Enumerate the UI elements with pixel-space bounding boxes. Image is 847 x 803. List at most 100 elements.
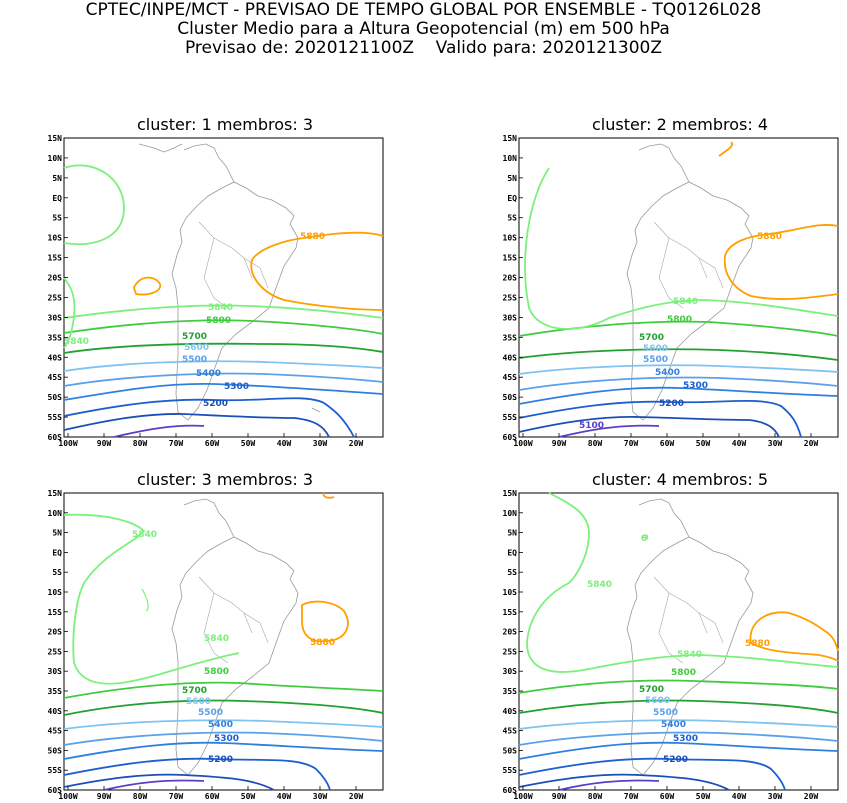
- lon-tick-label: 100W: [513, 439, 532, 448]
- coastline: [626, 498, 754, 776]
- contour-labels: 5880 5840 5800 5840 5700 5600 5500 5400 …: [64, 232, 325, 409]
- lon-tick-label: 70W: [624, 792, 639, 801]
- subtitle: Cluster Medio para a Altura Geopotencial…: [177, 19, 670, 39]
- lon-tick-label: 60W: [660, 439, 675, 448]
- panel-title: cluster: 3 membros: 3: [137, 470, 313, 489]
- svg-text:5600: 5600: [645, 696, 670, 706]
- longitude-axis: 100W 90W 80W 70W 60W 50W 40W 30W 20W: [58, 433, 363, 448]
- lat-tick-label: 5S: [52, 568, 62, 577]
- svg-text:0: 0: [641, 534, 647, 544]
- latitude-axis: 15N 10N 5N EQ 5S 10S 15S 20S 25S 30S 35S 40S 45S 50S 5…: [503, 134, 523, 442]
- lat-tick-label: 35S: [503, 333, 518, 342]
- lat-tick-label: 45S: [48, 373, 63, 382]
- lat-tick-label: 55S: [48, 413, 63, 422]
- map-panel-cluster-2: cluster: 2 membros: 4 5880 5840 5800 570…: [503, 115, 839, 448]
- lon-tick-label: 100W: [513, 792, 532, 801]
- main-title: CPTEC/INPE/MCT - PREVISAO DE TEMPO GLOBA…: [85, 0, 762, 20]
- lat-tick-label: 45S: [503, 373, 518, 382]
- lat-tick-label: 25S: [48, 647, 63, 656]
- svg-text:5500: 5500: [198, 708, 223, 718]
- lat-tick-label: 55S: [48, 766, 63, 775]
- svg-text:5600: 5600: [186, 697, 211, 707]
- lat-tick-label: 15N: [503, 489, 518, 498]
- lat-tick-label: 10N: [48, 154, 63, 163]
- svg-text:5100: 5100: [579, 421, 604, 431]
- lat-tick-label: 15N: [48, 489, 63, 498]
- svg-text:5200: 5200: [659, 399, 684, 409]
- svg-text:5500: 5500: [643, 355, 668, 365]
- longitude-axis: 100W 90W 80W 70W 60W 50W 40W 30W 20W: [513, 433, 818, 448]
- lat-tick-label: 40S: [48, 353, 63, 362]
- lat-tick-label: 5S: [507, 568, 517, 577]
- longitude-axis: 100W 90W 80W 70W 60W 50W 40W 30W 20W: [513, 786, 818, 801]
- lat-tick-label: 5S: [52, 214, 62, 223]
- svg-text:5880: 5880: [310, 638, 335, 648]
- lon-tick-label: 100W: [58, 792, 77, 801]
- lon-tick-label: 40W: [732, 792, 747, 801]
- lat-tick-label: 30S: [503, 313, 518, 322]
- lat-tick-label: 30S: [48, 667, 63, 676]
- lat-tick-label: 5N: [507, 529, 517, 538]
- lon-tick-label: 40W: [277, 439, 292, 448]
- svg-text:5200: 5200: [208, 755, 233, 765]
- lon-tick-label: 80W: [588, 439, 603, 448]
- lat-tick-label: 15S: [48, 608, 63, 617]
- lat-tick-label: 15N: [503, 134, 518, 143]
- svg-text:5400: 5400: [661, 720, 686, 730]
- contours: [518, 141, 839, 438]
- lat-tick-label: 20S: [503, 274, 518, 283]
- lon-tick-label: 90W: [552, 439, 567, 448]
- svg-text:5700: 5700: [182, 332, 207, 342]
- lat-tick-label: 15N: [48, 134, 63, 143]
- lon-tick-label: 70W: [169, 439, 184, 448]
- svg-text:5300: 5300: [683, 381, 708, 391]
- lon-tick-label: 20W: [804, 792, 819, 801]
- lon-tick-label: 60W: [205, 439, 220, 448]
- lat-tick-label: 60S: [503, 786, 518, 795]
- lat-tick-label: 25S: [503, 293, 518, 302]
- lat-tick-label: 5S: [507, 214, 517, 223]
- lon-tick-label: 80W: [133, 792, 148, 801]
- lat-tick-label: 10S: [48, 588, 63, 597]
- lon-tick-label: 40W: [732, 439, 747, 448]
- lat-tick-label: 25S: [48, 293, 63, 302]
- lon-tick-label: 30W: [768, 792, 783, 801]
- lat-tick-label: 10N: [48, 509, 63, 518]
- lat-tick-label: 40S: [48, 707, 63, 716]
- svg-text:5600: 5600: [643, 344, 668, 354]
- coastline: [138, 143, 321, 421]
- lon-tick-label: 30W: [313, 439, 328, 448]
- svg-text:5800: 5800: [671, 668, 696, 678]
- lon-tick-label: 90W: [97, 792, 112, 801]
- lat-tick-label: EQ: [52, 194, 62, 203]
- contour-labels: 0 5840 5880 5840 5800 5700 5600 5500 540…: [587, 534, 770, 765]
- lat-tick-label: 30S: [503, 667, 518, 676]
- svg-text:5840: 5840: [208, 303, 233, 313]
- lat-tick-label: EQ: [52, 548, 62, 557]
- lat-tick-label: 50S: [503, 746, 518, 755]
- lon-tick-label: 60W: [660, 792, 675, 801]
- lon-tick-label: 90W: [552, 792, 567, 801]
- lon-tick-label: 20W: [349, 792, 364, 801]
- lat-tick-label: 20S: [503, 628, 518, 637]
- lat-tick-label: 5N: [52, 174, 62, 183]
- svg-text:5300: 5300: [673, 734, 698, 744]
- lon-tick-label: 40W: [277, 792, 292, 801]
- lon-tick-label: 60W: [205, 792, 220, 801]
- latitude-axis: 15N 10N 5N EQ 5S 10S 15S 20S 25S 30S 35S 40S 45S 50S 5…: [503, 489, 523, 795]
- lat-tick-label: 55S: [503, 413, 518, 422]
- lat-tick-label: 5N: [507, 174, 517, 183]
- lat-tick-label: 55S: [503, 766, 518, 775]
- lat-tick-label: 10N: [503, 509, 518, 518]
- lat-tick-label: 15S: [503, 608, 518, 617]
- lat-tick-label: 25S: [503, 647, 518, 656]
- lat-tick-label: 50S: [48, 393, 63, 402]
- svg-text:5400: 5400: [655, 368, 680, 378]
- lat-tick-label: 50S: [48, 746, 63, 755]
- lat-tick-label: 45S: [503, 727, 518, 736]
- longitude-axis: 100W 90W 80W 70W 60W 50W 40W 30W 20W: [58, 786, 363, 801]
- svg-text:5840: 5840: [64, 337, 89, 347]
- svg-text:5880: 5880: [757, 232, 782, 242]
- lon-tick-label: 100W: [58, 439, 77, 448]
- svg-text:5500: 5500: [182, 355, 207, 365]
